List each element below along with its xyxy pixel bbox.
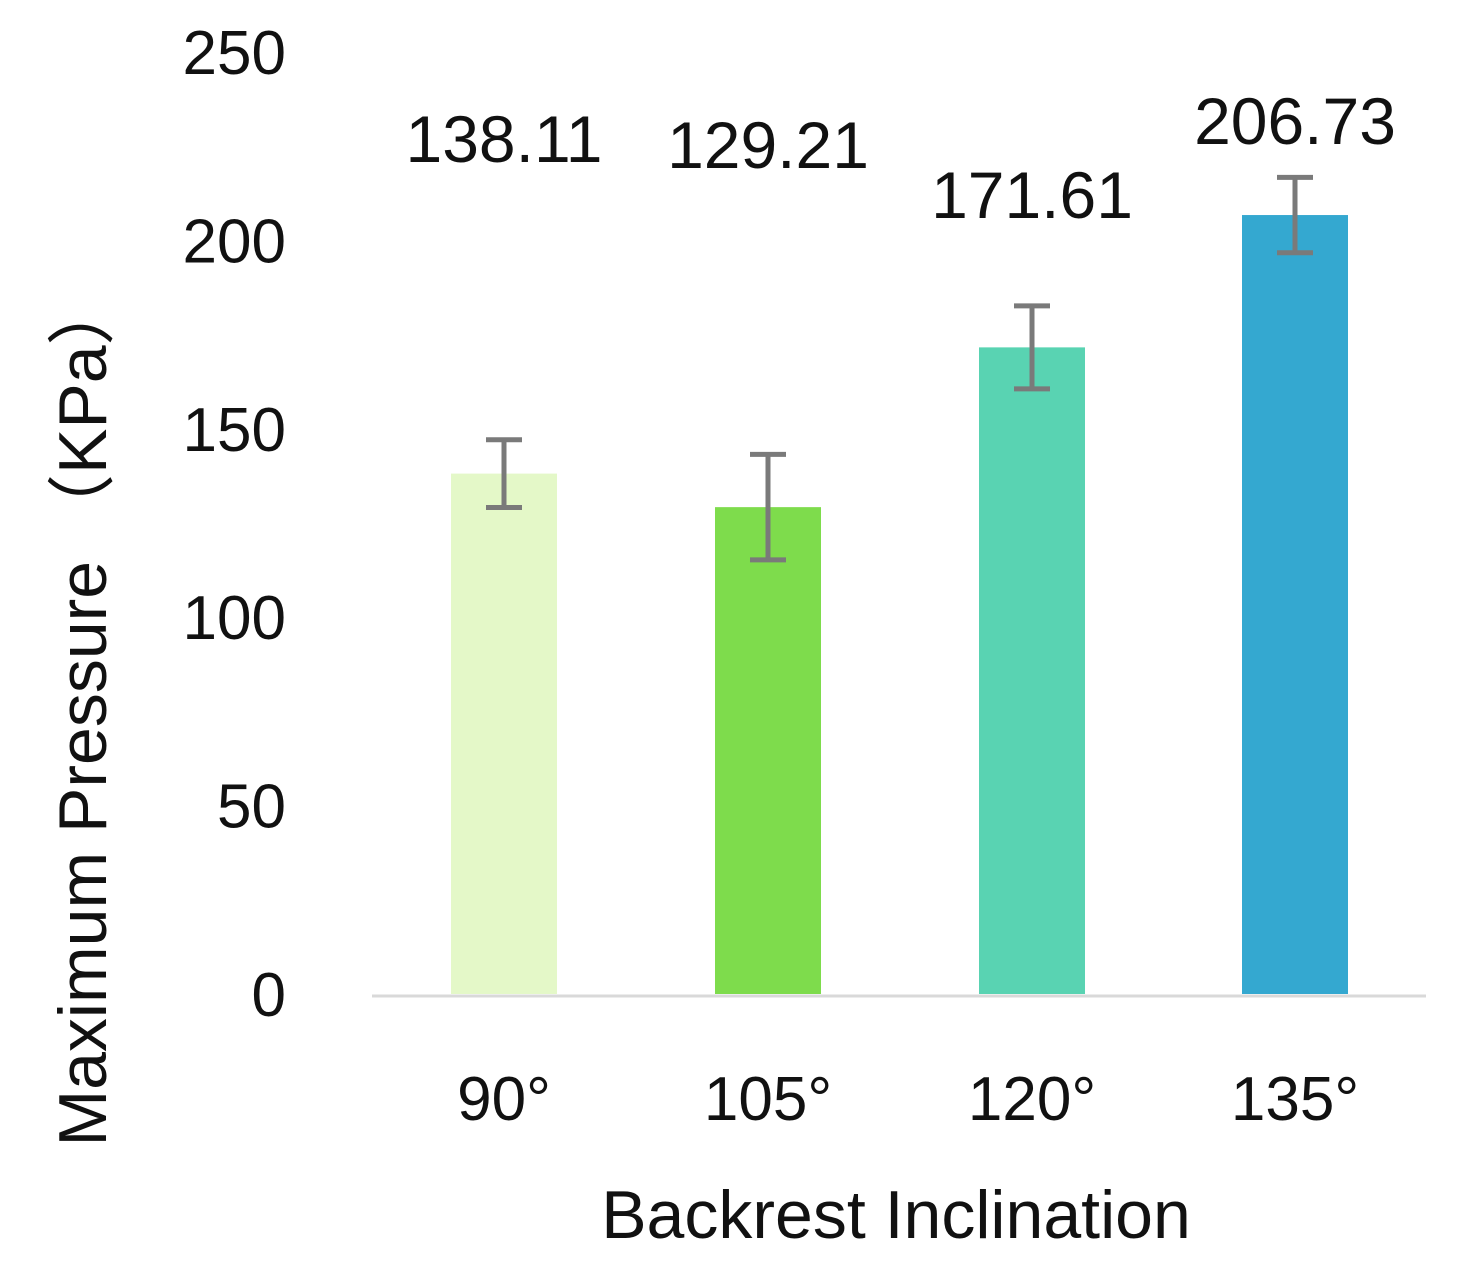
y-tick-label: 200 bbox=[183, 207, 286, 276]
error-bar-2 bbox=[1014, 303, 1050, 392]
bar-1 bbox=[715, 507, 821, 994]
data-label-3: 206.73 bbox=[1194, 84, 1396, 158]
y-tick-label: 150 bbox=[183, 396, 286, 465]
x-axis-title: Backrest Inclination bbox=[601, 1177, 1191, 1253]
error-bar-0 bbox=[486, 437, 522, 511]
data-label-0: 138.11 bbox=[406, 102, 603, 176]
bar-2 bbox=[979, 347, 1085, 994]
error-bar-3 bbox=[1277, 174, 1313, 256]
bars bbox=[451, 215, 1348, 994]
bar-0 bbox=[451, 473, 557, 994]
category-labels: 90° 105° 120° 135° bbox=[457, 1065, 1359, 1134]
error-bar-1 bbox=[750, 451, 786, 563]
y-axis-ticks: 0 50 100 150 200 250 bbox=[183, 19, 286, 1030]
y-tick-label: 250 bbox=[183, 19, 286, 88]
category-label-2: 120° bbox=[968, 1065, 1096, 1134]
category-label-0: 90° bbox=[457, 1065, 551, 1134]
data-labels: 138.11 129.21 171.61 206.73 bbox=[406, 84, 1396, 232]
error-bars bbox=[486, 174, 1313, 563]
y-tick-label: 0 bbox=[252, 961, 286, 1030]
bar-3 bbox=[1242, 215, 1348, 994]
y-tick-label: 100 bbox=[183, 584, 286, 653]
y-tick-label: 50 bbox=[217, 773, 286, 842]
data-label-1: 129.21 bbox=[667, 108, 869, 182]
data-label-2: 171.61 bbox=[931, 158, 1133, 232]
category-label-1: 105° bbox=[704, 1065, 832, 1134]
y-axis-title: Maximum Pressure （KPa） bbox=[45, 277, 121, 1146]
category-label-3: 135° bbox=[1231, 1065, 1359, 1134]
